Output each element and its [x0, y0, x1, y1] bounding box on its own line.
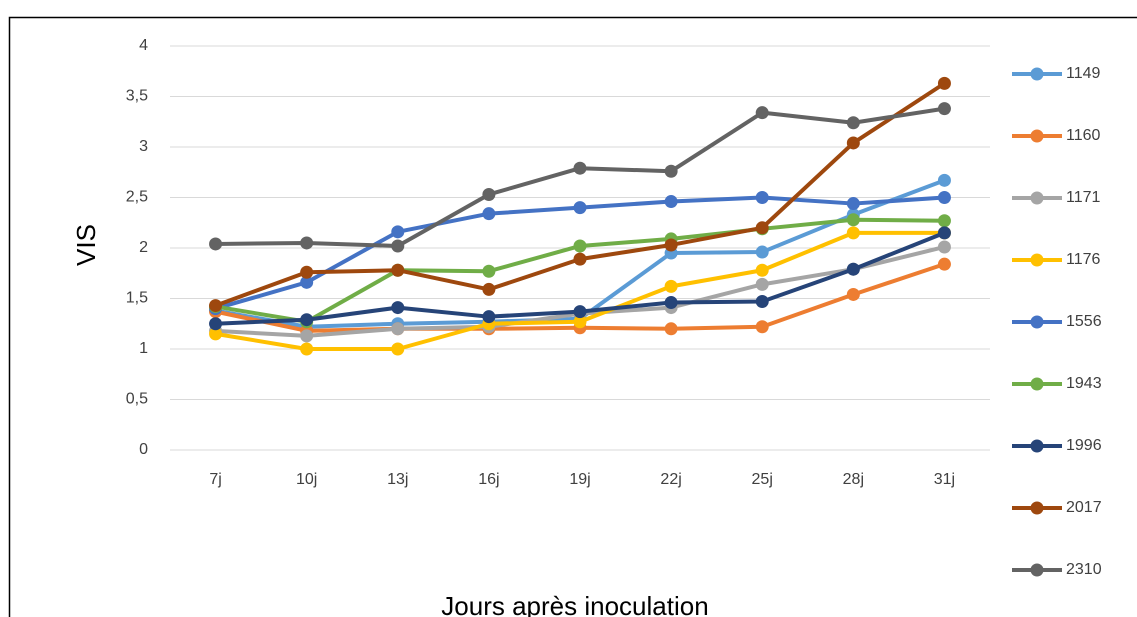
legend-marker	[1030, 315, 1044, 329]
data-point	[391, 263, 405, 277]
data-point	[755, 277, 769, 291]
data-point	[755, 263, 769, 277]
legend-label: 1149	[1066, 65, 1101, 82]
legend-marker	[1030, 501, 1044, 515]
data-point	[300, 313, 314, 327]
x-tick-label: 10j	[296, 471, 317, 488]
legend-label: 2310	[1066, 561, 1102, 578]
legend-label: 1556	[1066, 313, 1102, 330]
legend-label: 2017	[1066, 499, 1102, 516]
data-point	[300, 342, 314, 356]
data-point	[846, 226, 860, 240]
data-point	[482, 187, 496, 201]
x-tick-label: 28j	[843, 471, 864, 488]
legend-label: 1171	[1066, 189, 1101, 206]
data-point	[846, 287, 860, 301]
data-point	[573, 239, 587, 253]
y-tick-label: 0	[139, 441, 148, 458]
data-point	[391, 342, 405, 356]
data-point	[755, 106, 769, 120]
data-point	[391, 301, 405, 315]
legend-label: 1996	[1066, 437, 1102, 454]
data-point	[937, 173, 951, 187]
y-tick-label: 2,5	[126, 189, 148, 206]
data-point	[573, 161, 587, 175]
data-point	[664, 296, 678, 310]
data-point	[937, 214, 951, 228]
data-point	[937, 191, 951, 204]
data-point	[755, 320, 769, 334]
x-tick-label: 25j	[752, 471, 773, 488]
data-point	[300, 265, 314, 279]
data-point	[209, 327, 223, 341]
y-axis-title: VIS	[71, 224, 101, 266]
data-point	[846, 136, 860, 150]
data-point	[300, 275, 314, 289]
x-axis-title: Jours après inoculation	[441, 591, 708, 617]
data-point	[937, 257, 951, 271]
legend-marker	[1030, 191, 1044, 205]
data-point	[391, 239, 405, 253]
x-tick-label: 31j	[934, 471, 955, 488]
y-tick-label: 0,5	[126, 391, 148, 408]
y-tick-label: 2	[139, 239, 148, 256]
x-tick-label: 19j	[569, 471, 590, 488]
data-point	[573, 315, 587, 329]
data-point	[846, 116, 860, 130]
legend-marker	[1030, 439, 1044, 453]
legend-marker	[1030, 129, 1044, 143]
data-point	[482, 310, 496, 324]
data-point	[573, 252, 587, 266]
y-tick-label: 3,5	[126, 88, 148, 105]
legend-marker	[1030, 563, 1044, 577]
data-point	[846, 213, 860, 227]
data-point	[664, 238, 678, 252]
data-point	[846, 197, 860, 211]
data-point	[391, 322, 405, 336]
x-tick-label: 13j	[387, 471, 408, 488]
data-point	[209, 317, 223, 331]
data-point	[755, 221, 769, 235]
data-point	[573, 201, 587, 215]
data-point	[937, 240, 951, 254]
y-tick-label: 3	[139, 138, 148, 155]
data-point	[664, 195, 678, 209]
data-point	[391, 225, 405, 239]
legend-label: 1176	[1066, 251, 1101, 268]
data-point	[482, 207, 496, 221]
data-point	[937, 76, 951, 90]
data-point	[664, 322, 678, 336]
y-tick-label: 1,5	[126, 290, 148, 307]
data-point	[664, 279, 678, 293]
y-tick-label: 1	[139, 340, 148, 357]
data-point	[755, 191, 769, 204]
x-tick-label: 7j	[209, 471, 221, 488]
chart-frame	[8, 16, 1137, 617]
series-line	[215, 106, 945, 248]
data-point	[300, 236, 314, 250]
data-point	[937, 102, 951, 116]
legend-marker	[1030, 67, 1044, 81]
data-point	[664, 164, 678, 178]
data-point	[937, 226, 951, 240]
data-point	[300, 329, 314, 343]
data-point	[755, 245, 769, 259]
data-point	[209, 299, 223, 313]
legend-marker	[1030, 377, 1044, 391]
data-point	[482, 282, 496, 296]
legend-label: 1160	[1066, 127, 1101, 144]
x-tick-label: 16j	[478, 471, 499, 488]
y-tick-label: 4	[139, 37, 148, 54]
x-tick-label: 22j	[660, 471, 681, 488]
legend-marker	[1030, 253, 1044, 267]
data-point	[209, 237, 223, 251]
legend-label: 1943	[1066, 375, 1102, 392]
data-point	[846, 262, 860, 276]
data-point	[573, 305, 587, 319]
data-point	[755, 295, 769, 309]
data-point	[482, 264, 496, 278]
